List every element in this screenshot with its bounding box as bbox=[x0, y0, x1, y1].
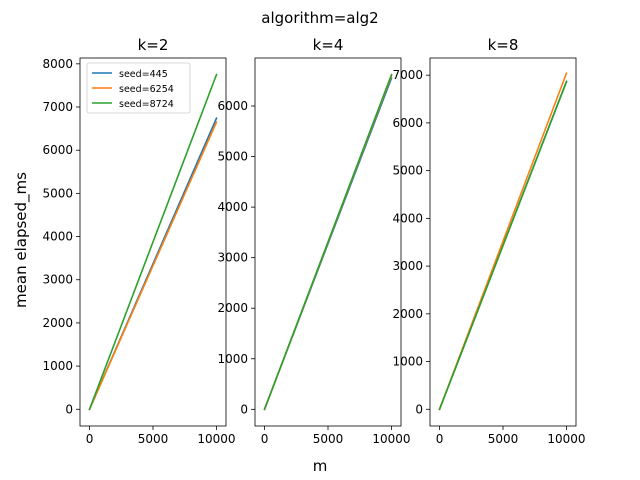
series-line-seed-8724 bbox=[263, 73, 393, 411]
legend: seed=445 seed=6254 seed=8724 bbox=[86, 62, 191, 114]
panel-2: k=4 0 5000 10000 0 1000 2000 3000 4000 5000 6000 bbox=[217, 36, 410, 446]
x-tick-label: 5000 bbox=[488, 432, 519, 446]
y-axis-label: mean elapsed_ms bbox=[12, 172, 31, 308]
y-tick-label: 0 bbox=[415, 402, 423, 416]
y-tick-label: 1000 bbox=[392, 355, 423, 369]
y-tick-label: 2000 bbox=[392, 307, 423, 321]
y-tick-label: 1000 bbox=[42, 359, 73, 373]
series-line-seed-6254 bbox=[88, 121, 218, 411]
y-tick-label: 4000 bbox=[392, 211, 423, 225]
y-tick-label: 2000 bbox=[217, 301, 248, 315]
y-tick-label: 5000 bbox=[217, 150, 248, 164]
x-axis-label: m bbox=[313, 457, 328, 475]
series-line-seed-8724 bbox=[438, 80, 568, 411]
y-tick-label: 1000 bbox=[217, 352, 248, 366]
legend-box bbox=[86, 62, 191, 114]
y-tick-label: 7000 bbox=[42, 100, 73, 114]
panels: k=20 5000 10000010002000300040005000600070… bbox=[42, 36, 585, 446]
x-tick-label: 5000 bbox=[138, 432, 169, 446]
legend-label: seed=445 bbox=[119, 69, 168, 80]
x-tick-label: 10000 bbox=[547, 432, 585, 446]
x-tick-label: 0 bbox=[261, 432, 269, 446]
y-tick-label: 0 bbox=[240, 402, 248, 416]
y-tick-label: 3000 bbox=[392, 259, 423, 273]
figure-suptitle: algorithm=alg2 bbox=[261, 9, 378, 27]
y-tick-label: 4000 bbox=[217, 200, 248, 214]
panel-title: k=2 bbox=[138, 36, 169, 54]
panel-3: k=8 0 5000 10000 0 1000 2000 3000 4000 5000 6000 70… bbox=[392, 36, 585, 446]
y-tick-label: 5000 bbox=[392, 164, 423, 178]
y-tick-label: 2000 bbox=[42, 316, 73, 330]
x-tick-label: 0 bbox=[436, 432, 444, 446]
y-tick-label: 4000 bbox=[42, 230, 73, 244]
x-tick-label: 5000 bbox=[313, 432, 344, 446]
x-tick-label: 10000 bbox=[197, 432, 235, 446]
legend-label: seed=8724 bbox=[119, 99, 174, 110]
y-tick-label: 3000 bbox=[217, 251, 248, 265]
y-tick-label: 8000 bbox=[42, 57, 73, 71]
x-tick-label: 0 bbox=[86, 432, 94, 446]
panel-1: k=2 0 5000 10000 0 1000 2000 3000 4000 5000 6000 70… bbox=[42, 36, 235, 446]
y-tick-label: 6000 bbox=[217, 99, 248, 113]
y-tick-label: 3000 bbox=[42, 273, 73, 287]
x-tick-label: 10000 bbox=[372, 432, 410, 446]
panel-title: k=4 bbox=[313, 36, 344, 54]
y-tick-label: 6000 bbox=[392, 116, 423, 130]
legend-label: seed=6254 bbox=[119, 84, 174, 95]
panel-title: k=8 bbox=[488, 36, 519, 54]
series-line-seed-8724 bbox=[88, 73, 218, 411]
y-tick-label: 7000 bbox=[392, 68, 423, 82]
y-tick-label: 5000 bbox=[42, 186, 73, 200]
y-tick-label: 6000 bbox=[42, 143, 73, 157]
y-tick-label: 0 bbox=[65, 402, 73, 416]
